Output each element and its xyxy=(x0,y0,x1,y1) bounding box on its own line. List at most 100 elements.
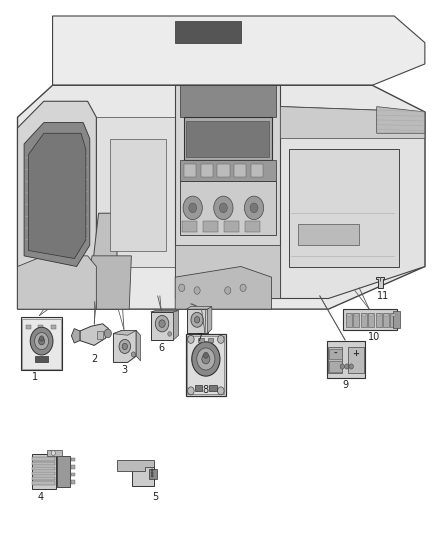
Text: 7: 7 xyxy=(196,334,202,343)
Bar xyxy=(32,481,55,485)
Polygon shape xyxy=(136,330,141,361)
Text: 6: 6 xyxy=(158,343,164,352)
Polygon shape xyxy=(85,256,131,309)
Polygon shape xyxy=(187,309,208,333)
Bar xyxy=(355,313,358,316)
Polygon shape xyxy=(187,306,212,309)
Bar xyxy=(348,347,364,373)
Bar xyxy=(32,467,55,470)
Polygon shape xyxy=(53,16,425,85)
Bar xyxy=(392,313,395,316)
Circle shape xyxy=(131,352,135,357)
Bar xyxy=(32,462,55,465)
Bar xyxy=(329,361,342,372)
Bar xyxy=(361,313,367,327)
Circle shape xyxy=(345,364,349,369)
Bar xyxy=(353,313,360,327)
Bar xyxy=(383,313,389,327)
Circle shape xyxy=(151,469,153,471)
Polygon shape xyxy=(88,213,118,309)
Polygon shape xyxy=(117,459,154,471)
Bar xyxy=(32,472,55,475)
Bar xyxy=(328,341,364,378)
Circle shape xyxy=(218,335,224,343)
Bar xyxy=(71,457,74,461)
Bar xyxy=(384,313,388,316)
Bar xyxy=(21,317,63,370)
Text: +: + xyxy=(352,349,359,358)
Bar xyxy=(57,456,70,487)
Text: 3: 3 xyxy=(121,366,127,375)
Bar xyxy=(245,221,260,232)
Bar xyxy=(71,465,74,469)
Bar xyxy=(180,160,276,181)
Bar xyxy=(71,480,74,484)
Bar xyxy=(71,473,74,476)
Circle shape xyxy=(244,196,264,220)
Bar xyxy=(186,335,226,395)
Text: 9: 9 xyxy=(342,380,348,390)
Bar xyxy=(369,313,373,316)
Circle shape xyxy=(151,475,153,477)
Bar xyxy=(97,331,102,340)
Bar xyxy=(35,356,48,362)
Text: 11: 11 xyxy=(377,291,389,301)
Bar xyxy=(38,325,43,329)
Polygon shape xyxy=(71,328,80,343)
Bar xyxy=(347,313,351,316)
Circle shape xyxy=(250,203,258,213)
Bar xyxy=(184,117,272,160)
Polygon shape xyxy=(113,330,136,362)
Bar xyxy=(328,347,343,373)
Polygon shape xyxy=(173,310,179,340)
Bar xyxy=(377,313,380,316)
Circle shape xyxy=(194,317,200,323)
Bar xyxy=(32,454,56,489)
Polygon shape xyxy=(280,107,425,139)
Circle shape xyxy=(179,284,185,292)
Circle shape xyxy=(119,340,131,353)
Circle shape xyxy=(30,327,53,355)
Circle shape xyxy=(225,287,231,294)
Text: 1: 1 xyxy=(32,372,38,382)
Text: 10: 10 xyxy=(368,332,381,342)
Bar xyxy=(132,463,154,486)
Circle shape xyxy=(240,284,246,292)
Circle shape xyxy=(187,387,194,395)
Bar xyxy=(346,313,352,327)
Text: 2: 2 xyxy=(91,354,97,364)
Bar xyxy=(224,221,239,232)
Text: 8: 8 xyxy=(202,385,208,395)
Polygon shape xyxy=(376,277,384,288)
Circle shape xyxy=(159,320,165,327)
Bar xyxy=(201,164,213,177)
Polygon shape xyxy=(96,117,175,266)
Bar xyxy=(343,309,398,330)
Circle shape xyxy=(192,342,220,376)
Circle shape xyxy=(168,332,172,336)
Circle shape xyxy=(189,203,197,213)
Polygon shape xyxy=(28,133,86,259)
Bar xyxy=(298,224,359,245)
Polygon shape xyxy=(280,107,425,298)
Circle shape xyxy=(104,329,111,338)
Text: 5: 5 xyxy=(152,492,159,502)
Circle shape xyxy=(51,450,55,455)
Circle shape xyxy=(122,343,127,350)
Bar xyxy=(184,164,196,177)
Text: -: - xyxy=(333,349,337,358)
Bar xyxy=(208,338,213,342)
Circle shape xyxy=(155,316,169,332)
Bar xyxy=(32,477,55,480)
Bar xyxy=(180,181,276,235)
Bar xyxy=(390,313,396,327)
Circle shape xyxy=(218,387,224,395)
Bar xyxy=(182,221,197,232)
Bar xyxy=(362,313,366,316)
Bar xyxy=(234,164,246,177)
Bar xyxy=(209,385,216,391)
Bar xyxy=(368,313,374,327)
Bar xyxy=(195,385,202,391)
Circle shape xyxy=(194,287,200,294)
Bar xyxy=(198,338,204,342)
